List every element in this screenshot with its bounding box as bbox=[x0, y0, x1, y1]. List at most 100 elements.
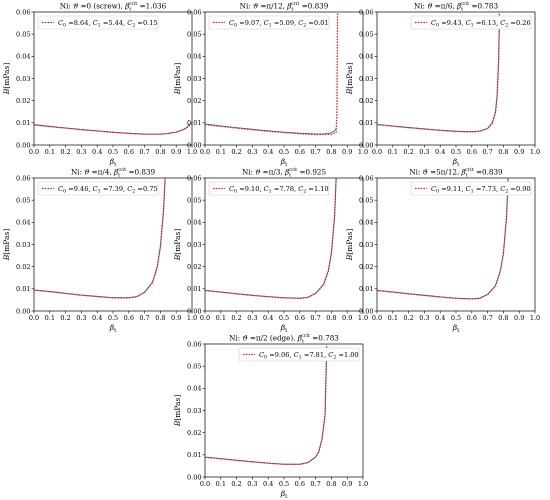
x-tick-label: 0.5 bbox=[279, 314, 289, 322]
x-tick-label: 0.5 bbox=[451, 314, 461, 322]
y-tick-label: 0.03 bbox=[187, 407, 201, 415]
x-tick-label: 0.7 bbox=[310, 148, 320, 156]
x-tick-label: 0.8 bbox=[326, 314, 336, 322]
axes-frame bbox=[376, 177, 536, 312]
x-axis-label: βt bbox=[280, 157, 288, 168]
y-tick-label: 0.04 bbox=[359, 53, 373, 61]
legend-box bbox=[238, 347, 360, 362]
x-tick-label: 1.0 bbox=[358, 314, 368, 322]
x-tick-label: 0.7 bbox=[139, 314, 149, 322]
chart-panel-6: 0.0 0.1 0.2 0.3 0.4 0.5 0.6 0.7 0.8 0.9 1.00.000.0… bbox=[345, 167, 540, 334]
chart-title: Ni: ϑ =5π/12, βtcrit =0.839 bbox=[409, 167, 503, 178]
x-tick-label: 0.3 bbox=[419, 148, 429, 156]
y-tick-label: 0.03 bbox=[187, 75, 201, 83]
y-tick-label: 0.00 bbox=[187, 307, 201, 315]
y-tick-label: 0.01 bbox=[187, 285, 201, 293]
x-tick-label: 0.6 bbox=[124, 148, 134, 156]
x-tick-label: 0.1 bbox=[388, 314, 398, 322]
chart-panel-2: 0.0 0.1 0.2 0.3 0.4 0.5 0.6 0.7 0.8 0.9 1.00.000.0… bbox=[173, 1, 368, 168]
x-tick-label: 0.0 bbox=[372, 314, 382, 322]
chart-title: Ni: ϑ =0 (screw), βtcrit =1.036 bbox=[60, 1, 167, 12]
y-axis-label: B[mPas] bbox=[2, 229, 11, 262]
y-axis-label: B[mPas] bbox=[2, 63, 11, 96]
x-tick-label: 0.1 bbox=[45, 148, 55, 156]
x-axis-label: βt bbox=[109, 157, 117, 168]
fit-curve bbox=[205, 344, 328, 466]
chart-panel-3: 0.0 0.1 0.2 0.3 0.4 0.5 0.6 0.7 0.8 0.9 1.00.000.0… bbox=[345, 1, 540, 168]
chart-title: Ni: ϑ =π/6, βtcrit =0.783 bbox=[414, 1, 499, 12]
x-tick-label: 0.7 bbox=[482, 314, 492, 322]
y-tick-label: 0.02 bbox=[16, 263, 30, 271]
y-axis-label: B[mPas] bbox=[345, 63, 354, 96]
y-axis-label: B[mPas] bbox=[173, 395, 182, 428]
x-tick-label: 0.2 bbox=[403, 148, 413, 156]
x-tick-label: 1.0 bbox=[358, 148, 368, 156]
x-tick-label: 1.0 bbox=[187, 314, 197, 322]
legend-label: C0 =9.46, C1 =7.39, C2 =0.75 bbox=[58, 185, 158, 195]
x-tick-label: 0.8 bbox=[155, 314, 165, 322]
x-tick-label: 0.4 bbox=[435, 314, 445, 322]
legend-label: C0 =9.06, C1 =7.81, C2 =1.00 bbox=[259, 351, 359, 361]
y-tick-label: 0.03 bbox=[16, 75, 30, 83]
axes-frame bbox=[204, 11, 364, 146]
chart-title: Ni: ϑ =π/2 (edge), βtcrit =0.783 bbox=[229, 333, 339, 344]
x-tick-label: 0.0 bbox=[200, 314, 210, 322]
y-tick-label: 0.06 bbox=[187, 174, 201, 182]
y-tick-label: 0.06 bbox=[16, 8, 30, 16]
simulation-curve bbox=[377, 20, 500, 133]
axes-frame bbox=[204, 343, 364, 478]
y-tick-label: 0.03 bbox=[359, 241, 373, 249]
simulation-curve bbox=[205, 178, 337, 299]
chart-title: Ni: ϑ =π/12, βtcrit =0.839 bbox=[240, 1, 329, 12]
x-tick-label: 0.4 bbox=[435, 148, 445, 156]
chart-panel-5: 0.0 0.1 0.2 0.3 0.4 0.5 0.6 0.7 0.8 0.9 1.00.000.0… bbox=[173, 167, 368, 334]
y-tick-label: 0.05 bbox=[16, 196, 30, 204]
x-tick-label: 0.2 bbox=[231, 480, 241, 488]
x-tick-label: 0.3 bbox=[76, 314, 86, 322]
x-axis-label: βt bbox=[109, 323, 117, 334]
x-tick-label: 0.2 bbox=[231, 314, 241, 322]
fit-curve bbox=[377, 12, 501, 133]
x-tick-label: 0.6 bbox=[467, 314, 477, 322]
x-tick-label: 0.0 bbox=[29, 148, 39, 156]
y-tick-label: 0.00 bbox=[359, 307, 373, 315]
axes-frame bbox=[376, 11, 536, 146]
y-tick-label: 0.00 bbox=[187, 141, 201, 149]
y-tick-label: 0.06 bbox=[187, 340, 201, 348]
x-tick-label: 0.1 bbox=[45, 314, 55, 322]
y-tick-label: 0.05 bbox=[187, 362, 201, 370]
y-tick-label: 0.01 bbox=[187, 451, 201, 459]
axes-frame bbox=[204, 177, 364, 312]
x-tick-label: 0.0 bbox=[200, 148, 210, 156]
fit-curve bbox=[205, 12, 339, 136]
x-tick-label: 0.9 bbox=[342, 314, 352, 322]
x-tick-label: 0.3 bbox=[76, 148, 86, 156]
y-axis-label: B[mPas] bbox=[173, 63, 182, 96]
chart-panel-1: 0.0 0.1 0.2 0.3 0.4 0.5 0.6 0.7 0.8 0.9 1.0 0.00 0.0… bbox=[2, 1, 197, 168]
x-tick-label: 0.5 bbox=[279, 148, 289, 156]
simulation-curve bbox=[34, 123, 190, 135]
y-tick-label: 0.01 bbox=[359, 119, 373, 127]
x-tick-label: 0.8 bbox=[498, 148, 508, 156]
y-axis-label: B[mPas] bbox=[173, 229, 182, 262]
axes-frame bbox=[33, 177, 193, 312]
y-tick-label: 0.02 bbox=[187, 97, 201, 105]
legend-label: C0 =8.64, C1 =5.44, C2 =0.15 bbox=[58, 19, 158, 29]
legend-box bbox=[208, 15, 330, 30]
y-tick-label: 0.00 bbox=[187, 473, 201, 481]
y-tick-label: 0.04 bbox=[16, 219, 30, 227]
y-tick-label: 0.05 bbox=[187, 30, 201, 38]
y-tick-label: 0.05 bbox=[187, 196, 201, 204]
y-tick-label: 0.00 bbox=[16, 141, 30, 149]
y-tick-label: 0.05 bbox=[359, 196, 373, 204]
x-tick-label: 1.0 bbox=[530, 314, 540, 322]
simulation-curve bbox=[205, 123, 337, 135]
x-tick-label: 0.2 bbox=[231, 148, 241, 156]
legend-label: C0 =9.11, C1 =7.73, C2 =0.90 bbox=[431, 185, 531, 195]
x-tick-label: 1.0 bbox=[530, 148, 540, 156]
x-tick-label: 0.6 bbox=[124, 314, 134, 322]
y-tick-label: 0.04 bbox=[359, 219, 373, 227]
fit-curve bbox=[34, 178, 166, 299]
x-axis-label: βt bbox=[452, 157, 460, 168]
